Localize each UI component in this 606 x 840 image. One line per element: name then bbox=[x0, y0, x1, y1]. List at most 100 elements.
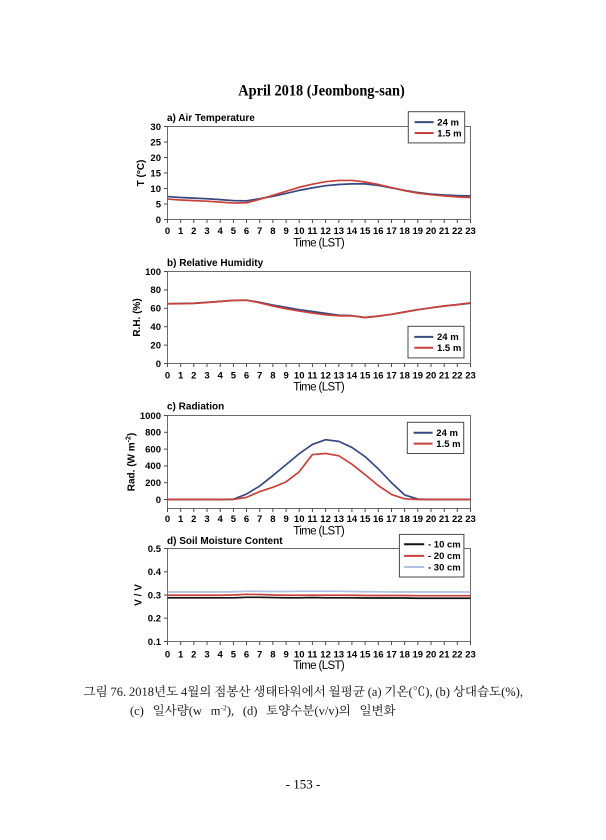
svg-text:800: 800 bbox=[145, 428, 161, 439]
svg-text:14: 14 bbox=[347, 649, 358, 660]
svg-text:23: 23 bbox=[465, 226, 476, 237]
svg-text:19: 19 bbox=[413, 514, 424, 525]
svg-text:23: 23 bbox=[465, 371, 476, 382]
svg-text:0: 0 bbox=[165, 226, 170, 237]
svg-text:4: 4 bbox=[218, 514, 224, 525]
svg-text:1: 1 bbox=[178, 514, 184, 525]
svg-text:0: 0 bbox=[156, 359, 161, 370]
svg-text:13: 13 bbox=[334, 226, 345, 237]
svg-text:R.H. (%): R.H. (%) bbox=[132, 298, 143, 336]
svg-text:24 m: 24 m bbox=[436, 428, 458, 439]
svg-text:3: 3 bbox=[204, 371, 209, 382]
svg-text:24 m: 24 m bbox=[437, 332, 459, 343]
svg-text:2: 2 bbox=[191, 649, 196, 660]
svg-text:13: 13 bbox=[334, 514, 345, 525]
svg-text:9: 9 bbox=[283, 514, 288, 525]
svg-text:1: 1 bbox=[178, 649, 184, 660]
svg-text:5: 5 bbox=[156, 199, 162, 210]
svg-text:1000: 1000 bbox=[140, 411, 161, 422]
svg-text:6: 6 bbox=[244, 371, 249, 382]
svg-text:20: 20 bbox=[426, 226, 437, 237]
svg-text:3: 3 bbox=[204, 649, 209, 660]
svg-text:19: 19 bbox=[413, 649, 424, 660]
svg-text:6: 6 bbox=[244, 649, 249, 660]
svg-text:13: 13 bbox=[334, 649, 345, 660]
svg-text:9: 9 bbox=[283, 226, 288, 237]
svg-text:20: 20 bbox=[426, 371, 437, 382]
svg-text:30: 30 bbox=[150, 122, 161, 133]
svg-text:0: 0 bbox=[165, 649, 170, 660]
svg-text:Time (LST): Time (LST) bbox=[293, 237, 345, 249]
svg-text:Time (LST): Time (LST) bbox=[293, 525, 345, 537]
svg-text:20: 20 bbox=[426, 514, 437, 525]
svg-text:10: 10 bbox=[294, 649, 305, 660]
svg-text:10: 10 bbox=[294, 514, 305, 525]
svg-text:14: 14 bbox=[347, 226, 358, 237]
svg-text:40: 40 bbox=[150, 322, 161, 333]
svg-text:11: 11 bbox=[307, 371, 318, 382]
svg-text:0.5: 0.5 bbox=[148, 544, 162, 555]
svg-text:22: 22 bbox=[452, 226, 463, 237]
svg-text:a) Air Temperature: a) Air Temperature bbox=[167, 113, 255, 124]
svg-text:23: 23 bbox=[465, 649, 476, 660]
svg-text:8: 8 bbox=[270, 226, 275, 237]
svg-text:16: 16 bbox=[373, 514, 384, 525]
svg-text:5: 5 bbox=[231, 371, 237, 382]
svg-text:20: 20 bbox=[150, 153, 161, 164]
svg-text:- 10 cm: - 10 cm bbox=[428, 540, 461, 551]
svg-text:8: 8 bbox=[270, 514, 275, 525]
svg-text:11: 11 bbox=[307, 514, 318, 525]
svg-text:18: 18 bbox=[399, 649, 410, 660]
svg-text:- 20 cm: - 20 cm bbox=[428, 551, 461, 562]
svg-text:100: 100 bbox=[145, 267, 161, 278]
svg-text:15: 15 bbox=[360, 649, 371, 660]
svg-text:4: 4 bbox=[218, 371, 224, 382]
svg-text:18: 18 bbox=[399, 371, 410, 382]
svg-text:3: 3 bbox=[204, 514, 209, 525]
svg-text:17: 17 bbox=[386, 514, 397, 525]
svg-text:1.5 m: 1.5 m bbox=[437, 343, 461, 354]
svg-text:7: 7 bbox=[257, 649, 262, 660]
svg-text:80: 80 bbox=[150, 285, 161, 296]
svg-text:20: 20 bbox=[150, 340, 161, 351]
svg-text:- 153 -: - 153 - bbox=[286, 777, 321, 792]
svg-text:11: 11 bbox=[307, 226, 318, 237]
svg-text:9: 9 bbox=[283, 371, 288, 382]
svg-text:60: 60 bbox=[150, 304, 161, 315]
svg-text:1: 1 bbox=[178, 371, 184, 382]
svg-text:24 m: 24 m bbox=[437, 117, 459, 128]
svg-text:d) Soil Moisture Content: d) Soil Moisture Content bbox=[167, 536, 283, 547]
svg-text:Rad. (W m-2): Rad. (W m-2) bbox=[126, 433, 138, 491]
svg-text:T (°C): T (°C) bbox=[136, 160, 147, 187]
svg-text:b) Relative Humidity: b) Relative Humidity bbox=[167, 258, 264, 269]
svg-text:18: 18 bbox=[399, 226, 410, 237]
svg-text:0: 0 bbox=[165, 371, 170, 382]
svg-text:21: 21 bbox=[439, 514, 450, 525]
svg-text:400: 400 bbox=[145, 461, 161, 472]
svg-text:19: 19 bbox=[413, 371, 424, 382]
svg-text:16: 16 bbox=[373, 371, 384, 382]
svg-text:5: 5 bbox=[231, 226, 237, 237]
svg-text:21: 21 bbox=[439, 649, 450, 660]
svg-text:0: 0 bbox=[156, 495, 161, 506]
svg-text:4: 4 bbox=[218, 226, 224, 237]
svg-text:23: 23 bbox=[465, 514, 476, 525]
svg-text:13: 13 bbox=[334, 371, 345, 382]
svg-text:17: 17 bbox=[386, 226, 397, 237]
svg-text:2: 2 bbox=[191, 226, 196, 237]
svg-text:19: 19 bbox=[413, 226, 424, 237]
svg-text:21: 21 bbox=[439, 371, 450, 382]
svg-text:0.1: 0.1 bbox=[148, 637, 162, 648]
svg-text:6: 6 bbox=[244, 514, 249, 525]
svg-text:12: 12 bbox=[320, 514, 331, 525]
svg-text:600: 600 bbox=[145, 444, 161, 455]
svg-text:22: 22 bbox=[452, 649, 463, 660]
svg-text:8: 8 bbox=[270, 371, 275, 382]
svg-text:Time (LST): Time (LST) bbox=[293, 660, 345, 672]
svg-text:15: 15 bbox=[360, 226, 371, 237]
svg-text:2: 2 bbox=[191, 371, 196, 382]
svg-text:7: 7 bbox=[257, 514, 262, 525]
svg-text:17: 17 bbox=[386, 649, 397, 660]
svg-text:5: 5 bbox=[231, 514, 237, 525]
svg-text:15: 15 bbox=[150, 168, 161, 179]
